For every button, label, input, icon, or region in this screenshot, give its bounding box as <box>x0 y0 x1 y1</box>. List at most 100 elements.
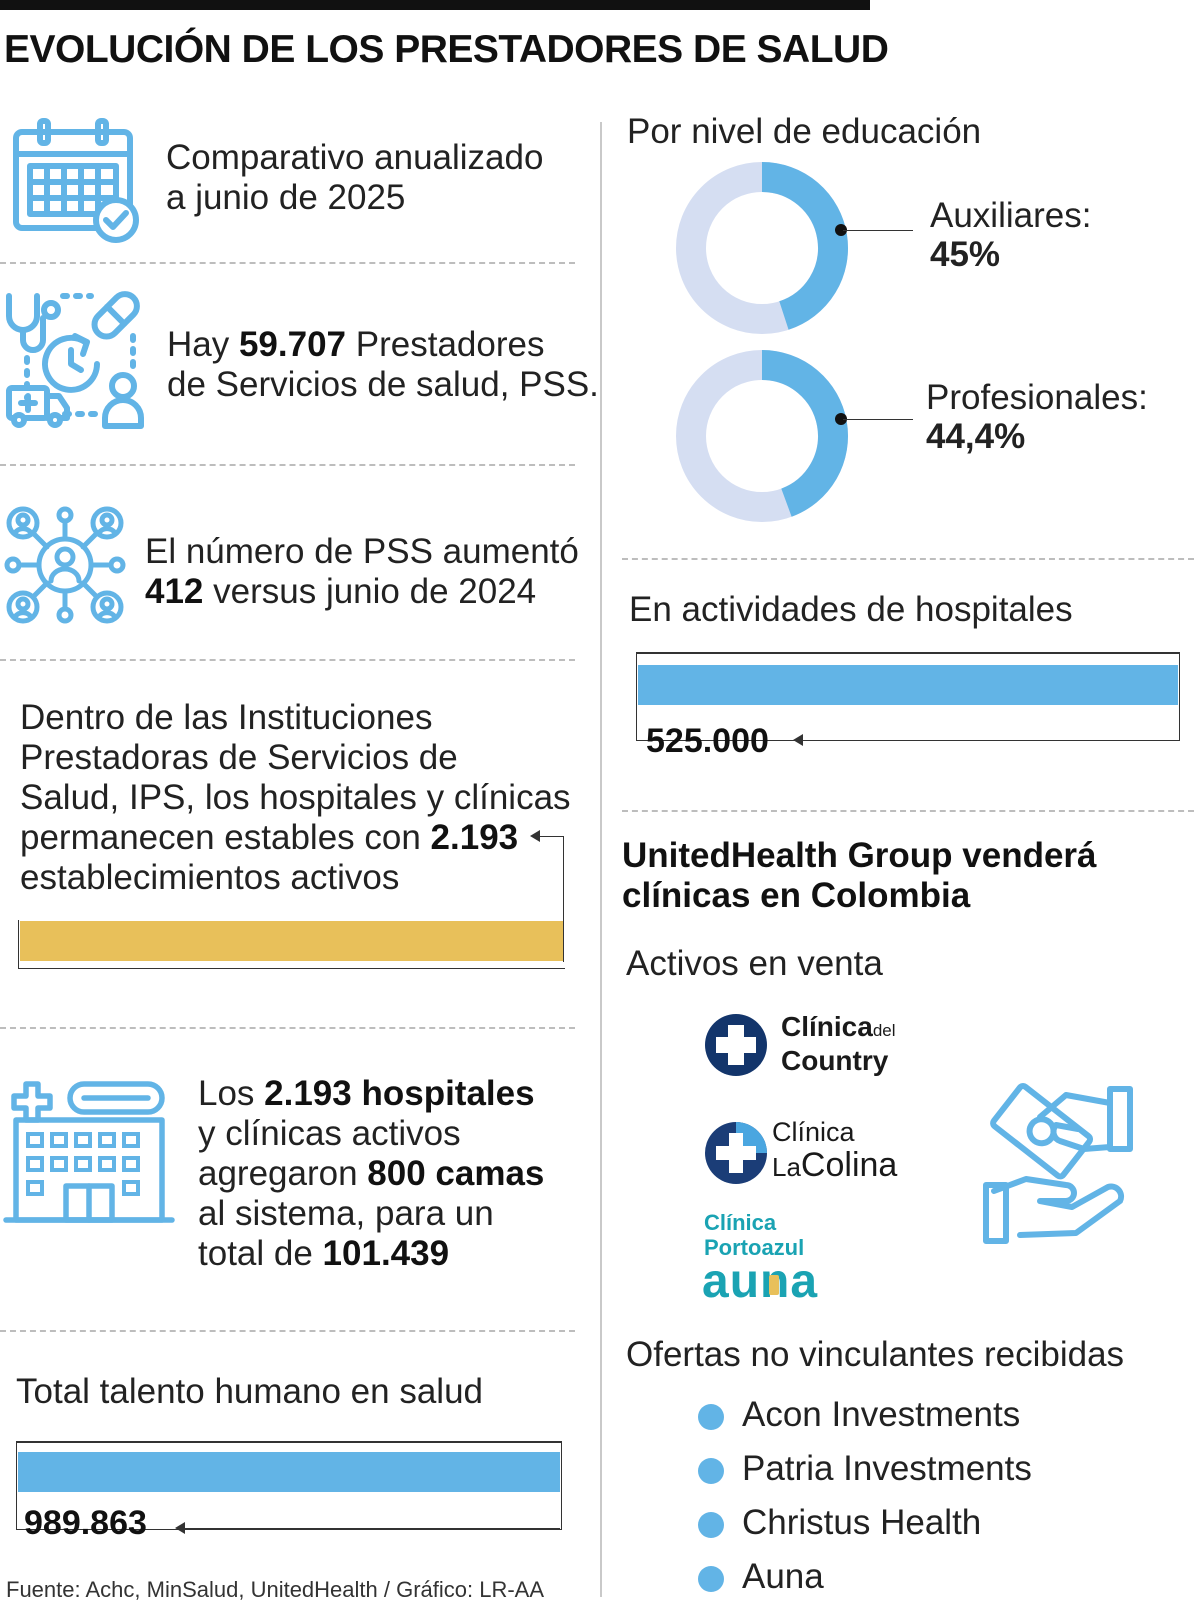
ips-text: Dentro de las Instituciones Prestadoras … <box>20 698 571 898</box>
united-headline-line2: clínicas en Colombia <box>622 876 971 915</box>
pss-increase-line1: El número de PSS aumentó <box>145 532 579 571</box>
ips-active-value: 2.193 <box>430 818 519 857</box>
talent-arrow-line <box>183 1528 560 1529</box>
united-headline-line1: UnitedHealth Group venderá <box>622 836 1097 875</box>
calendar-check-icon <box>12 118 142 243</box>
portoazul-line2: Portoazul <box>704 1235 805 1260</box>
ips-bracket-bottom <box>18 968 565 969</box>
hospitals-arrow-line <box>801 740 1178 741</box>
country-cross-icon <box>705 1014 767 1076</box>
divider-3 <box>0 659 575 661</box>
ips-line1: Dentro de las Instituciones <box>20 698 433 737</box>
ips-line5: establecimientos activos <box>20 858 400 897</box>
talent-value: 989.863 <box>24 1504 147 1542</box>
clinica-portoazul-logo: Clínica Portoazul <box>704 1210 804 1260</box>
portoazul-line1: Clínica <box>704 1210 777 1235</box>
ips-bar <box>20 921 563 961</box>
ips-line3: Salud, IPS, los hospitales y clínicas <box>20 778 571 817</box>
talent-bar <box>18 1452 560 1492</box>
bullet-icon <box>698 1512 724 1538</box>
hospital-icon <box>3 1078 175 1228</box>
profesionales-leader-line <box>843 419 913 420</box>
beds-total-value: 101.439 <box>322 1234 450 1273</box>
clinica-colina-logo <box>704 1121 768 1185</box>
colina-la: La <box>772 1152 801 1182</box>
divider-1 <box>0 262 575 264</box>
auna-logo: auna <box>702 1255 819 1308</box>
top-rule <box>0 0 870 10</box>
ips-line2: Prestadoras de Servicios de <box>20 738 458 777</box>
country-line2: Country <box>781 1045 889 1076</box>
auxiliares-ring-segment <box>761 162 848 330</box>
beds-line2: y clínicas activos <box>198 1114 461 1153</box>
offer-christus: Christus Health <box>742 1503 982 1542</box>
pss-increase-value: 412 <box>145 572 204 611</box>
ips-bracket-right <box>563 836 564 962</box>
profesionales-leader-dot <box>835 413 847 425</box>
source-note: Fuente: Achc, MinSalud, UnitedHealth / G… <box>6 1577 545 1602</box>
auxiliares-value: 45% <box>930 235 1001 274</box>
offer-patria: Patria Investments <box>742 1449 1032 1488</box>
ips-line4: permanecen estables con 2.193 <box>20 818 519 857</box>
divider-2 <box>0 464 575 466</box>
clinica-country-text: Clínicadel Country <box>781 1012 896 1076</box>
ips-arrow-head <box>530 830 540 842</box>
hospitals-arrow-head <box>793 734 803 746</box>
hospitals-label: En actividades de hospitales <box>629 590 1073 629</box>
auxiliares-label-text: Auxiliares: <box>930 196 1092 235</box>
comparative-line2: a junio de 2025 <box>166 178 406 217</box>
beds-line3: agregaron 800 camas <box>198 1154 545 1193</box>
country-small: del <box>872 1021 896 1040</box>
hospitals-bar <box>638 665 1178 705</box>
pss-increase-text: El número de PSS aumentó 412 versus juni… <box>145 532 579 612</box>
pss-count-line1: Hay 59.707 Prestadores <box>167 325 545 364</box>
hospitals-value: 525.000 <box>646 722 769 760</box>
profesionales-value: 44,4% <box>926 417 1026 456</box>
pss-count-text: Hay 59.707 Prestadores de Servicios de s… <box>167 325 599 405</box>
auna-accent <box>769 1275 779 1295</box>
comparative-line1: Comparativo anualizado <box>166 138 544 177</box>
assets-title: Activos en venta <box>626 944 883 983</box>
ips-arrow-line <box>538 836 564 837</box>
beds-line4: al sistema, para un <box>198 1194 494 1233</box>
comparative-text: Comparativo anualizado a junio de 2025 <box>166 138 543 218</box>
bullet-icon <box>698 1404 724 1430</box>
auxiliares-donut <box>676 162 848 334</box>
offer-auna: Auna <box>742 1557 824 1596</box>
education-title: Por nivel de educación <box>627 112 982 151</box>
pss-count-value: 59.707 <box>238 325 347 364</box>
colina-cross-icon <box>705 1122 767 1184</box>
page-title: EVOLUCIÓN DE LOS PRESTADORES DE SALUD <box>4 28 889 71</box>
auxiliares-leader-dot <box>835 224 847 236</box>
talent-frame <box>16 1441 562 1530</box>
ips-bracket-left <box>18 920 19 968</box>
profesionales-ring-segment <box>761 350 848 517</box>
beds-line1: Los 2.193 hospitales <box>198 1074 535 1113</box>
beds-line5: total de 101.439 <box>198 1234 450 1273</box>
colina-main: Colina <box>800 1146 898 1184</box>
auxiliares-label: Auxiliares: 45% <box>930 196 1091 274</box>
profesionales-donut <box>676 350 848 522</box>
profesionales-label-text: Profesionales: <box>926 378 1148 417</box>
talent-arrow-head <box>175 1522 185 1534</box>
pss-count-line2: de Servicios de salud, PSS. <box>167 365 599 404</box>
divider-right-2 <box>622 810 1194 812</box>
auxiliares-leader-line <box>843 230 913 231</box>
pss-increase-line2: 412 versus junio de 2024 <box>145 572 537 611</box>
bullet-icon <box>698 1566 724 1592</box>
united-headline: UnitedHealth Group venderá clínicas en C… <box>622 836 1097 916</box>
divider-right-1 <box>622 558 1194 560</box>
bullet-icon <box>698 1458 724 1484</box>
colina-line1: Clínica <box>772 1117 855 1147</box>
people-network-icon <box>4 505 126 625</box>
clinica-country-logo <box>704 1013 768 1077</box>
divider-5 <box>0 1330 575 1332</box>
profesionales-label: Profesionales: 44,4% <box>926 378 1148 456</box>
divider-4 <box>0 1027 575 1029</box>
country-main: Clínica <box>781 1011 873 1042</box>
clinica-colina-text: Clínica LaColina <box>772 1118 897 1186</box>
talent-label: Total talento humano en salud <box>16 1372 483 1411</box>
column-divider <box>600 122 602 1597</box>
hospitals-beds-text: Los 2.193 hospitales y clínicas activos … <box>198 1074 544 1274</box>
offers-title: Ofertas no vinculantes recibidas <box>626 1335 1125 1374</box>
